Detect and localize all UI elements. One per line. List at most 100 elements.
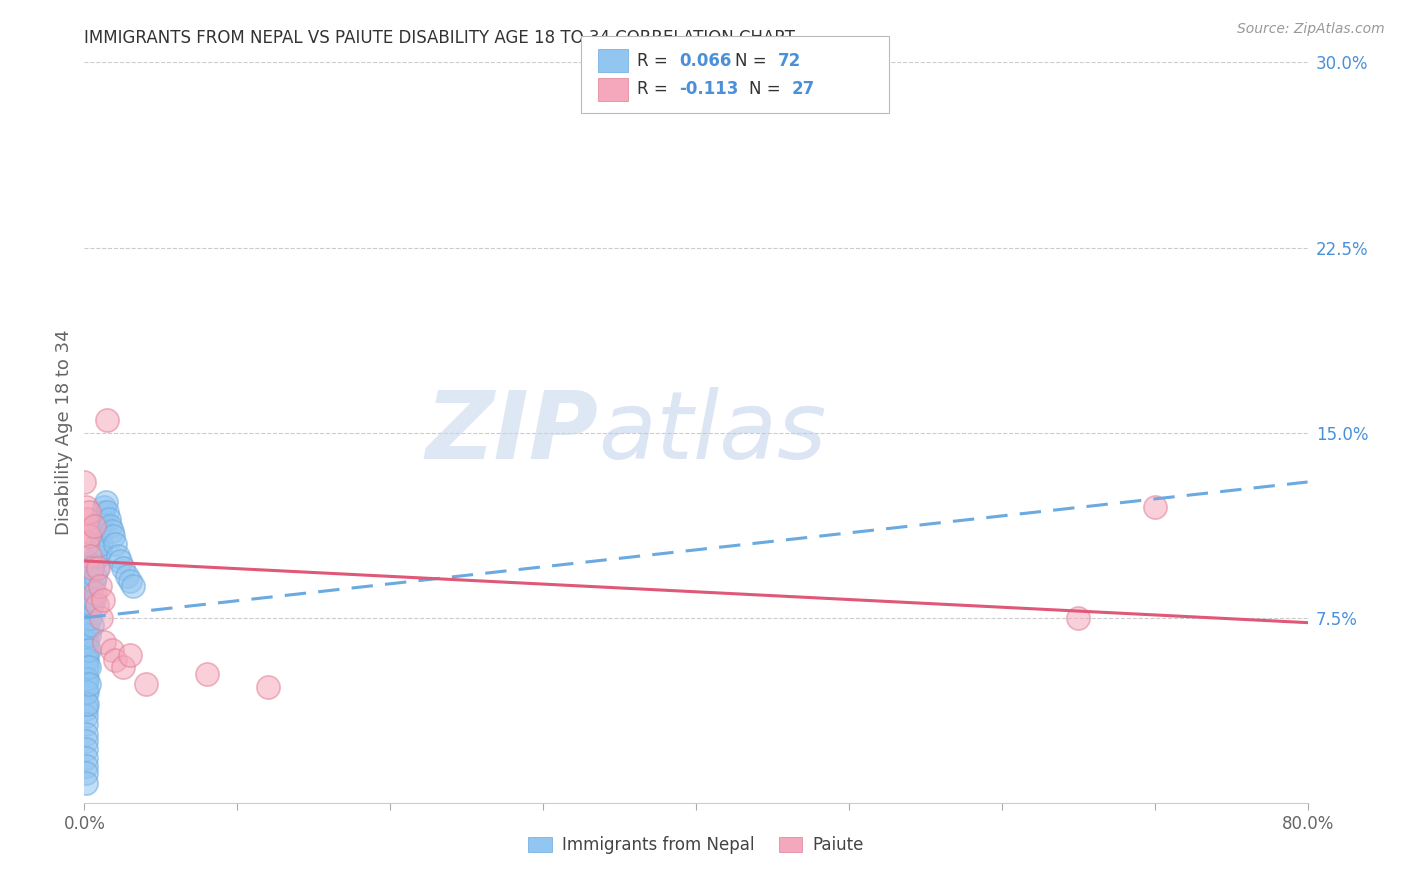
Point: [77, 660, 100, 674]
Point: [87, 524, 110, 539]
Point: [90, 536, 112, 550]
Point: [104, 536, 127, 550]
Point: [80, 561, 103, 575]
Point: [79, 610, 101, 624]
Point: [75, 702, 97, 716]
Point: [75, 673, 97, 687]
Point: [96, 505, 118, 519]
Point: [76, 673, 98, 687]
Point: [94, 494, 117, 508]
Point: [87, 549, 110, 563]
Point: [77, 677, 100, 691]
Text: -0.113: -0.113: [679, 80, 738, 98]
Text: atlas: atlas: [598, 387, 827, 478]
Point: [101, 642, 124, 657]
Point: [93, 635, 115, 649]
Legend: Immigrants from Nepal, Paiute: Immigrants from Nepal, Paiute: [522, 830, 870, 861]
Point: [83, 554, 105, 568]
Point: [77, 505, 100, 519]
Point: [84, 549, 107, 563]
Point: [80, 561, 103, 575]
Point: [75, 751, 97, 765]
Point: [80, 618, 103, 632]
Point: [75, 618, 97, 632]
Text: ZIP: ZIP: [425, 386, 598, 479]
Point: [75, 628, 97, 642]
Point: [108, 554, 131, 568]
Point: [77, 586, 100, 600]
Text: 72: 72: [778, 52, 801, 70]
Point: [76, 512, 98, 526]
Point: [91, 593, 114, 607]
Point: [111, 561, 134, 575]
Point: [76, 653, 98, 667]
Point: [75, 677, 97, 691]
Point: [195, 667, 218, 681]
Text: 27: 27: [792, 80, 815, 98]
Point: [75, 660, 97, 674]
Point: [79, 593, 101, 607]
Text: R =: R =: [637, 52, 673, 70]
Point: [76, 623, 98, 637]
Point: [83, 519, 105, 533]
Point: [89, 544, 111, 558]
Point: [135, 677, 157, 691]
Point: [86, 599, 108, 613]
Point: [75, 716, 97, 731]
Point: [83, 574, 105, 588]
Text: N =: N =: [735, 52, 772, 70]
Point: [1143, 500, 1166, 514]
Point: [257, 680, 280, 694]
Point: [75, 734, 97, 748]
Text: N =: N =: [749, 80, 786, 98]
Point: [83, 593, 105, 607]
Point: [75, 524, 97, 539]
Text: IMMIGRANTS FROM NEPAL VS PAIUTE DISABILITY AGE 18 TO 34 CORRELATION CHART: IMMIGRANTS FROM NEPAL VS PAIUTE DISABILI…: [84, 29, 796, 47]
Point: [75, 766, 97, 780]
Point: [77, 599, 100, 613]
Point: [75, 709, 97, 723]
Text: 0.066: 0.066: [679, 52, 731, 70]
Point: [75, 758, 97, 772]
Point: [115, 568, 138, 582]
Point: [103, 529, 125, 543]
Point: [93, 500, 115, 514]
Point: [77, 529, 100, 543]
Point: [90, 610, 112, 624]
Point: [97, 512, 120, 526]
Point: [98, 519, 121, 533]
Point: [75, 697, 97, 711]
Text: Source: ZipAtlas.com: Source: ZipAtlas.com: [1237, 22, 1385, 37]
Point: [77, 642, 100, 657]
Point: [80, 579, 103, 593]
Point: [91, 505, 114, 519]
Y-axis label: Disability Age 18 to 34: Disability Age 18 to 34: [55, 330, 73, 535]
Point: [80, 599, 103, 613]
Point: [84, 586, 107, 600]
Point: [96, 413, 118, 427]
Point: [89, 519, 111, 533]
Point: [76, 613, 98, 627]
Point: [77, 628, 100, 642]
Point: [79, 549, 101, 563]
Point: [75, 776, 97, 790]
Point: [104, 653, 127, 667]
Point: [86, 536, 108, 550]
Point: [75, 635, 97, 649]
Point: [90, 512, 112, 526]
Point: [76, 685, 98, 699]
Point: [75, 500, 97, 514]
Point: [76, 660, 98, 674]
Point: [75, 685, 97, 699]
Point: [122, 579, 145, 593]
Point: [77, 610, 100, 624]
Point: [76, 642, 98, 657]
Point: [75, 727, 97, 741]
Point: [120, 574, 142, 588]
Point: [76, 536, 98, 550]
Point: [1067, 610, 1090, 624]
Point: [86, 561, 108, 575]
Point: [101, 524, 124, 539]
Point: [76, 635, 98, 649]
Point: [87, 561, 110, 575]
